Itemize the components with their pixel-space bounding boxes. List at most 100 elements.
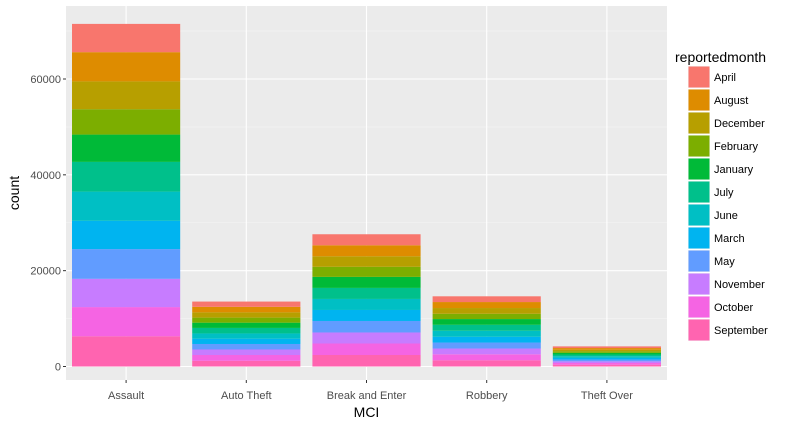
legend-label: December xyxy=(714,118,765,130)
legend-label: June xyxy=(714,210,738,222)
bar-segment xyxy=(552,349,661,352)
legend-label: February xyxy=(714,141,759,153)
bar-segment xyxy=(192,317,301,323)
bar-segment xyxy=(192,343,301,350)
bars xyxy=(72,23,661,367)
bar-segment xyxy=(312,320,421,333)
bar-segment xyxy=(72,249,181,279)
bar-segment xyxy=(72,161,181,192)
bar-segment xyxy=(72,307,181,337)
legend-label: July xyxy=(714,187,734,199)
x-tick-label: Robbery xyxy=(466,390,508,402)
legend-swatch xyxy=(688,204,710,226)
bar-segment xyxy=(192,360,301,367)
y-tick-label: 20000 xyxy=(30,266,61,278)
bar-segment xyxy=(192,327,301,334)
bar-segment xyxy=(72,191,181,221)
bar-segment xyxy=(72,278,181,308)
bar-segment xyxy=(312,234,421,246)
bar-segment xyxy=(72,336,181,367)
bar-segment xyxy=(312,343,421,355)
bar-segment xyxy=(312,298,421,310)
bar-segment xyxy=(552,348,661,350)
bar-segment xyxy=(72,81,181,110)
bar-segment xyxy=(432,324,541,331)
bar-segment xyxy=(312,287,421,299)
bar-segment xyxy=(312,245,421,257)
bar-segment xyxy=(192,322,301,328)
bar-segment xyxy=(312,355,421,367)
legend-swatch xyxy=(688,273,710,295)
legend-label: March xyxy=(714,233,745,245)
bar-segment xyxy=(72,220,181,250)
legend-label: January xyxy=(714,164,754,176)
x-axis-title: MCI xyxy=(354,404,380,420)
bar-segment xyxy=(432,313,541,320)
bar-segment xyxy=(432,308,541,314)
bar-segment xyxy=(72,134,181,162)
bar-segment xyxy=(432,336,541,343)
legend-swatch xyxy=(688,135,710,157)
legend-swatch xyxy=(688,296,710,318)
bar-segment xyxy=(432,330,541,337)
bar-segment xyxy=(312,276,421,288)
bar-segment xyxy=(432,348,541,355)
legend-swatch xyxy=(688,89,710,111)
bar-segment xyxy=(432,342,541,349)
legend-title: reportedmonth xyxy=(675,49,766,65)
bar-segment xyxy=(552,359,661,362)
bar-segment xyxy=(192,338,301,344)
bar-segment xyxy=(432,296,541,303)
bar-segment xyxy=(552,364,661,367)
x-tick-label: Break and Enter xyxy=(327,390,407,402)
x-axis: Assault Auto Theft Break and Enter Robbery T… xyxy=(108,380,633,402)
legend-label: November xyxy=(714,279,765,291)
bar-segment xyxy=(432,302,541,309)
bar-segment xyxy=(192,349,301,355)
bar-segment xyxy=(192,355,301,361)
bar-segment xyxy=(552,351,661,353)
bar-segment xyxy=(432,319,541,325)
legend-swatch xyxy=(688,227,710,249)
legend-swatch xyxy=(688,319,710,341)
bar-segment xyxy=(192,301,301,307)
bar-segment xyxy=(432,354,541,361)
legend-label: April xyxy=(714,72,736,84)
bar-segment xyxy=(72,23,181,53)
legend-swatch xyxy=(688,112,710,134)
bar-segment xyxy=(552,346,661,349)
legend-label: May xyxy=(714,256,735,268)
legend: reportedmonth April August December Februar… xyxy=(675,49,768,341)
bar-segment xyxy=(552,352,661,355)
bar-segment xyxy=(192,333,301,339)
bar-segment xyxy=(312,266,421,277)
legend-swatch xyxy=(688,181,710,203)
legend-label: October xyxy=(714,302,753,314)
bar-segment xyxy=(72,52,181,82)
legend-swatch xyxy=(688,158,710,180)
bar-segment xyxy=(312,309,421,321)
legend-swatch xyxy=(688,250,710,272)
y-tick-label: 0 xyxy=(55,362,61,374)
legend-label: August xyxy=(714,95,748,107)
bar-segment xyxy=(72,109,181,135)
bar-segment xyxy=(552,354,661,357)
legend-label: September xyxy=(714,325,768,337)
bar-segment xyxy=(312,256,421,267)
x-tick-label: Theft Over xyxy=(581,390,633,402)
x-tick-label: Auto Theft xyxy=(221,390,272,402)
y-tick-label: 40000 xyxy=(30,170,61,182)
x-tick-label: Assault xyxy=(108,390,144,402)
y-axis-title: count xyxy=(6,176,22,210)
y-axis: 0 20000 40000 60000 xyxy=(30,74,66,374)
bar-segment xyxy=(432,360,541,367)
y-tick-label: 60000 xyxy=(30,74,61,86)
bar-segment xyxy=(552,361,661,364)
bar-segment xyxy=(192,306,301,313)
bar-segment xyxy=(192,312,301,318)
bar-segment xyxy=(552,357,661,360)
bar-segment xyxy=(552,363,661,365)
legend-swatch xyxy=(688,66,710,88)
bar-segment xyxy=(312,332,421,344)
